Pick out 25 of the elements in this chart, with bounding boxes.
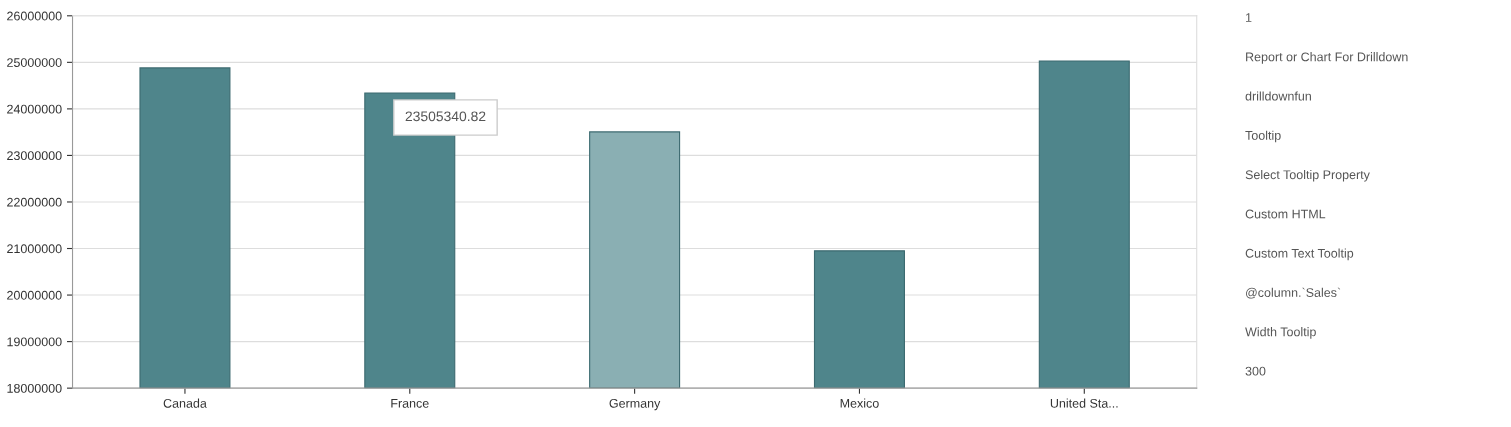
- y-tick-label: 18000000: [7, 383, 62, 393]
- text: 1: [1246, 13, 1252, 22]
- annotation: 23505340.82: [405, 111, 486, 122]
- y-tick-label: 26000000: [7, 11, 62, 21]
- text: Custom HTML: [1245, 209, 1326, 219]
- x-tick-label: France: [391, 399, 429, 408]
- y-tick-label: 25000000: [7, 58, 62, 67]
- text: 300: [1245, 366, 1266, 376]
- text: Tooltip: [1245, 130, 1281, 143]
- text: drilldownfun: [1245, 91, 1311, 101]
- y-tick-label: 19000000: [7, 337, 62, 347]
- text: @column.`Sales`: [1246, 287, 1341, 299]
- y-tick-label: 21000000: [7, 244, 62, 254]
- y-tick-label: 22000000: [7, 197, 62, 207]
- text: Select Tooltip Property: [1245, 169, 1370, 182]
- y-tick-label: 23000000: [7, 151, 62, 161]
- x-tick-label: Canada: [163, 398, 207, 408]
- text: Report or Chart For Drilldown: [1246, 52, 1408, 64]
- y-tick-label: 24000000: [7, 104, 62, 114]
- x-tick-label: Mexico: [840, 398, 879, 408]
- text: Custom Text Tooltip: [1245, 248, 1354, 261]
- y-tick-label: 20000000: [7, 290, 62, 300]
- x-tick-label: Germany: [609, 398, 661, 411]
- x-tick-label: United Sta...: [1050, 398, 1118, 408]
- text: Width Tooltip: [1245, 327, 1316, 339]
